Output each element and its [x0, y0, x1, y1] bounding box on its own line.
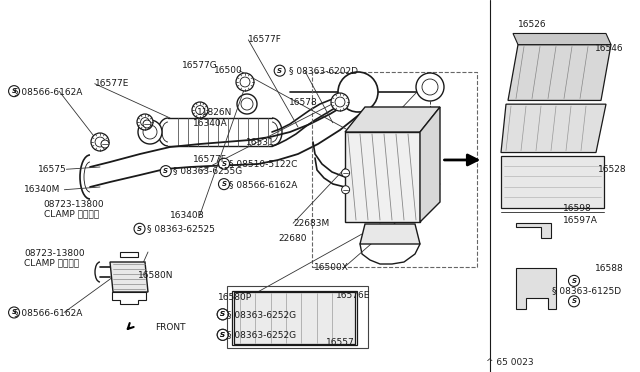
Text: 16576E: 16576E — [336, 291, 371, 300]
Text: S: S — [220, 332, 225, 338]
Polygon shape — [345, 107, 440, 132]
Polygon shape — [501, 104, 606, 153]
Polygon shape — [516, 268, 556, 309]
Text: 16500X: 16500X — [314, 263, 348, 272]
Circle shape — [236, 73, 254, 91]
Text: S: S — [12, 88, 17, 94]
Circle shape — [192, 102, 208, 118]
Text: CLAMP クランプ: CLAMP クランプ — [24, 259, 79, 267]
Circle shape — [8, 86, 20, 97]
Bar — [227, 286, 368, 348]
Text: S: S — [277, 68, 282, 74]
Text: § 08363-6202D: § 08363-6202D — [289, 66, 358, 75]
Circle shape — [160, 166, 172, 177]
Text: S: S — [572, 278, 577, 284]
Text: 16588: 16588 — [595, 264, 624, 273]
Circle shape — [217, 329, 228, 340]
Text: S: S — [220, 311, 225, 317]
Text: § 08566-6162A: § 08566-6162A — [229, 180, 298, 189]
Text: 08723-13800: 08723-13800 — [24, 249, 85, 258]
Polygon shape — [120, 252, 138, 257]
Text: 16340A: 16340A — [193, 119, 228, 128]
Text: 16340M: 16340M — [24, 185, 61, 194]
Text: 16577E: 16577E — [95, 79, 129, 88]
Circle shape — [8, 307, 20, 318]
Polygon shape — [513, 33, 611, 45]
Circle shape — [218, 179, 230, 190]
Text: 16597A: 16597A — [563, 216, 598, 225]
Polygon shape — [112, 292, 146, 304]
Circle shape — [342, 186, 349, 194]
Text: CLAMP クランプ: CLAMP クランプ — [44, 209, 99, 218]
Circle shape — [91, 133, 109, 151]
Text: 16500: 16500 — [214, 66, 243, 75]
Text: S: S — [221, 161, 227, 167]
Polygon shape — [508, 45, 611, 100]
Text: S: S — [137, 226, 142, 232]
Circle shape — [143, 120, 151, 128]
Bar — [232, 291, 357, 345]
Text: S: S — [12, 310, 17, 315]
Text: S: S — [220, 311, 225, 317]
Circle shape — [568, 275, 579, 286]
Circle shape — [138, 120, 162, 144]
Text: 08723-13800: 08723-13800 — [44, 200, 104, 209]
Circle shape — [217, 329, 228, 340]
Circle shape — [568, 296, 579, 307]
Polygon shape — [501, 156, 604, 208]
Text: S: S — [221, 181, 227, 187]
Circle shape — [137, 114, 153, 130]
Text: 16577G: 16577G — [182, 61, 218, 70]
Polygon shape — [345, 132, 420, 222]
Circle shape — [331, 93, 349, 111]
Polygon shape — [110, 262, 148, 292]
Bar — [312, 72, 477, 267]
Circle shape — [217, 309, 228, 320]
Text: § 08363-6255G: § 08363-6255G — [173, 167, 242, 176]
Circle shape — [218, 158, 230, 169]
Text: S: S — [572, 298, 577, 304]
Text: 16528: 16528 — [598, 165, 627, 174]
Text: § 08363-62525: § 08363-62525 — [147, 224, 215, 233]
Text: 16577F: 16577F — [193, 155, 227, 164]
Circle shape — [274, 65, 285, 76]
Text: 22683M: 22683M — [293, 219, 330, 228]
Circle shape — [342, 169, 349, 177]
Circle shape — [338, 72, 378, 112]
Circle shape — [101, 140, 109, 148]
Text: S: S — [220, 332, 225, 338]
Text: § 08363-6252G: § 08363-6252G — [227, 310, 296, 319]
Text: 22680: 22680 — [278, 234, 307, 243]
Text: 16580P: 16580P — [218, 293, 252, 302]
Text: § 08566-6162A: § 08566-6162A — [14, 308, 83, 317]
Polygon shape — [420, 107, 440, 222]
Text: FRONT: FRONT — [155, 323, 186, 332]
Text: 16340B: 16340B — [170, 211, 204, 220]
Text: § 08363-6125D: § 08363-6125D — [552, 286, 621, 295]
Text: S: S — [163, 168, 168, 174]
Polygon shape — [360, 224, 420, 244]
Text: 11826N: 11826N — [197, 108, 232, 117]
Text: 16557: 16557 — [326, 339, 355, 347]
Text: 16598: 16598 — [563, 204, 592, 213]
Polygon shape — [516, 223, 551, 238]
Circle shape — [134, 223, 145, 234]
Text: § 08510-5122C: § 08510-5122C — [229, 159, 298, 168]
Text: 16580N: 16580N — [138, 271, 173, 280]
Circle shape — [217, 309, 228, 320]
Polygon shape — [234, 292, 355, 344]
Text: § 08363-6252G: § 08363-6252G — [227, 330, 296, 339]
Text: 16578: 16578 — [289, 98, 318, 107]
Text: ^ 65 0023: ^ 65 0023 — [486, 358, 534, 367]
Text: 16575: 16575 — [38, 165, 67, 174]
Text: 16526: 16526 — [518, 20, 547, 29]
Circle shape — [416, 73, 444, 101]
Text: 16546: 16546 — [595, 44, 624, 53]
Text: § 08566-6162A: § 08566-6162A — [14, 87, 83, 96]
Text: 16577F: 16577F — [248, 35, 282, 44]
Text: 16531: 16531 — [246, 138, 275, 147]
Circle shape — [237, 94, 257, 114]
